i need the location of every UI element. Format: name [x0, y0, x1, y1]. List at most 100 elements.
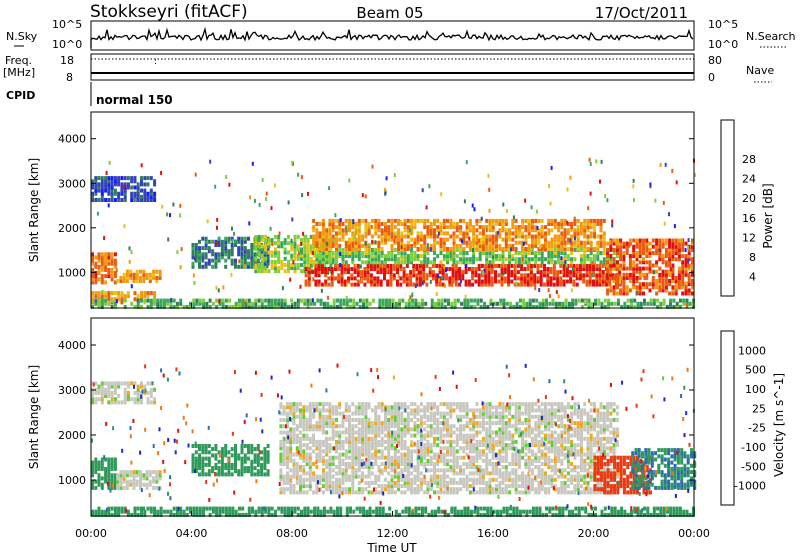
- range-gate-cell: [305, 427, 309, 432]
- range-gate-cell: [380, 471, 384, 476]
- range-gate-cell: [618, 270, 622, 275]
- range-gate-cell: [91, 470, 94, 475]
- range-gate-cell: [681, 269, 685, 274]
- range-gate-cell: [351, 436, 355, 441]
- range-gate-cell: [403, 421, 407, 426]
- range-gate-cell: [237, 453, 241, 458]
- range-gate-cell: [442, 247, 446, 251]
- range-gate-cell: [449, 433, 453, 438]
- range-gate-cell: [220, 462, 224, 467]
- range-gate-cell: [267, 301, 271, 306]
- range-gate-cell: [153, 298, 157, 303]
- range-gate-cell: [249, 195, 251, 200]
- range-gate-cell: [527, 257, 531, 262]
- range-gate-cell: [107, 394, 111, 398]
- range-gate-cell: [397, 443, 400, 448]
- range-gate-cell: [419, 484, 423, 489]
- range-gate-cell: [465, 487, 469, 492]
- range-gate-cell: [412, 273, 416, 278]
- range-gate-cell: [266, 453, 270, 458]
- range-gate-cell: [393, 449, 397, 454]
- range-gate-cell: [588, 276, 592, 281]
- range-gate-cell: [292, 417, 296, 422]
- range-gate-cell: [237, 249, 241, 254]
- range-gate-cell: [198, 264, 201, 269]
- range-gate-cell: [410, 439, 414, 444]
- range-gate-cell: [328, 417, 332, 422]
- range-gate-cell: [148, 470, 152, 475]
- range-gate-cell: [475, 228, 479, 233]
- range-gate-cell: [318, 427, 322, 432]
- range-gate-cell: [563, 236, 566, 241]
- range-gate-cell: [318, 254, 322, 259]
- range-gate-cell: [338, 225, 342, 230]
- range-gate-cell: [328, 487, 332, 492]
- range-gate-cell: [445, 276, 448, 281]
- range-gate-cell: [335, 433, 338, 438]
- range-gate-cell: [116, 479, 120, 484]
- range-gate-cell: [321, 408, 325, 413]
- range-gate-cell: [681, 238, 684, 243]
- range-gate-cell: [472, 243, 476, 248]
- range-gate-cell: [330, 276, 334, 281]
- range-gate-cell: [293, 241, 297, 246]
- range-gate-cell: [113, 280, 117, 285]
- range-gate-cell: [450, 301, 454, 306]
- range-gate-cell: [413, 237, 417, 242]
- range-gate-cell: [254, 241, 258, 246]
- range-gate-cell: [328, 222, 332, 226]
- range-gate-cell: [446, 260, 449, 265]
- range-gate-cell: [526, 279, 530, 284]
- range-gate-cell: [247, 469, 250, 474]
- range-gate-cell: [380, 237, 384, 242]
- range-gate-cell: [449, 402, 453, 407]
- range-gate-cell: [428, 273, 432, 278]
- range-gate-cell: [462, 405, 466, 410]
- range-gate-cell: [504, 257, 508, 262]
- range-gate-cell: [530, 257, 534, 262]
- range-gate-cell: [435, 279, 439, 284]
- range-gate-cell: [104, 466, 108, 471]
- range-gate-cell: [264, 256, 268, 261]
- range-gate-cell: [321, 471, 325, 476]
- range-gate-cell: [227, 472, 231, 477]
- range-gate-cell: [433, 231, 436, 236]
- range-gate-cell: [668, 244, 672, 249]
- range-gate-cell: [485, 228, 488, 233]
- range-gate-cell: [321, 477, 325, 482]
- range-gate-cell: [162, 298, 166, 303]
- range-gate-cell: [370, 446, 374, 451]
- range-gate-cell: [250, 450, 254, 455]
- range-gate-cell: [139, 479, 142, 484]
- range-gate-cell: [580, 304, 584, 309]
- range-gate-cell: [495, 455, 498, 460]
- range-gate-cell: [664, 288, 668, 293]
- range-gate-cell: [547, 254, 551, 259]
- range-gate-cell: [573, 240, 577, 245]
- range-gate-cell: [305, 443, 309, 448]
- range-gate-cell: [122, 279, 126, 283]
- range-gate-cell: [315, 231, 319, 236]
- range-gate-cell: [625, 251, 629, 255]
- range-gate-cell: [495, 468, 498, 473]
- range-gate-cell: [364, 231, 368, 236]
- range-gate-cell: [406, 240, 410, 245]
- range-gate-cell: [572, 282, 576, 287]
- range-gate-cell: [625, 272, 629, 277]
- range-gate-cell: [400, 222, 404, 226]
- range-gate-cell: [125, 470, 129, 475]
- range-gate-cell: [642, 285, 645, 290]
- range-gate-cell: [488, 218, 492, 223]
- range-gate-cell: [130, 250, 133, 255]
- range-gate-cell: [481, 477, 485, 482]
- range-gate-cell: [576, 218, 580, 223]
- range-gate-cell: [526, 282, 530, 287]
- range-gate-cell: [549, 201, 552, 206]
- range-gate-cell: [475, 443, 479, 448]
- range-gate-cell: [536, 276, 540, 281]
- range-gate-cell: [602, 260, 606, 265]
- range-gate-cell: [113, 304, 117, 309]
- range-gate-cell: [658, 272, 662, 277]
- range-gate-cell: [406, 225, 410, 230]
- range-gate-cell: [204, 252, 208, 257]
